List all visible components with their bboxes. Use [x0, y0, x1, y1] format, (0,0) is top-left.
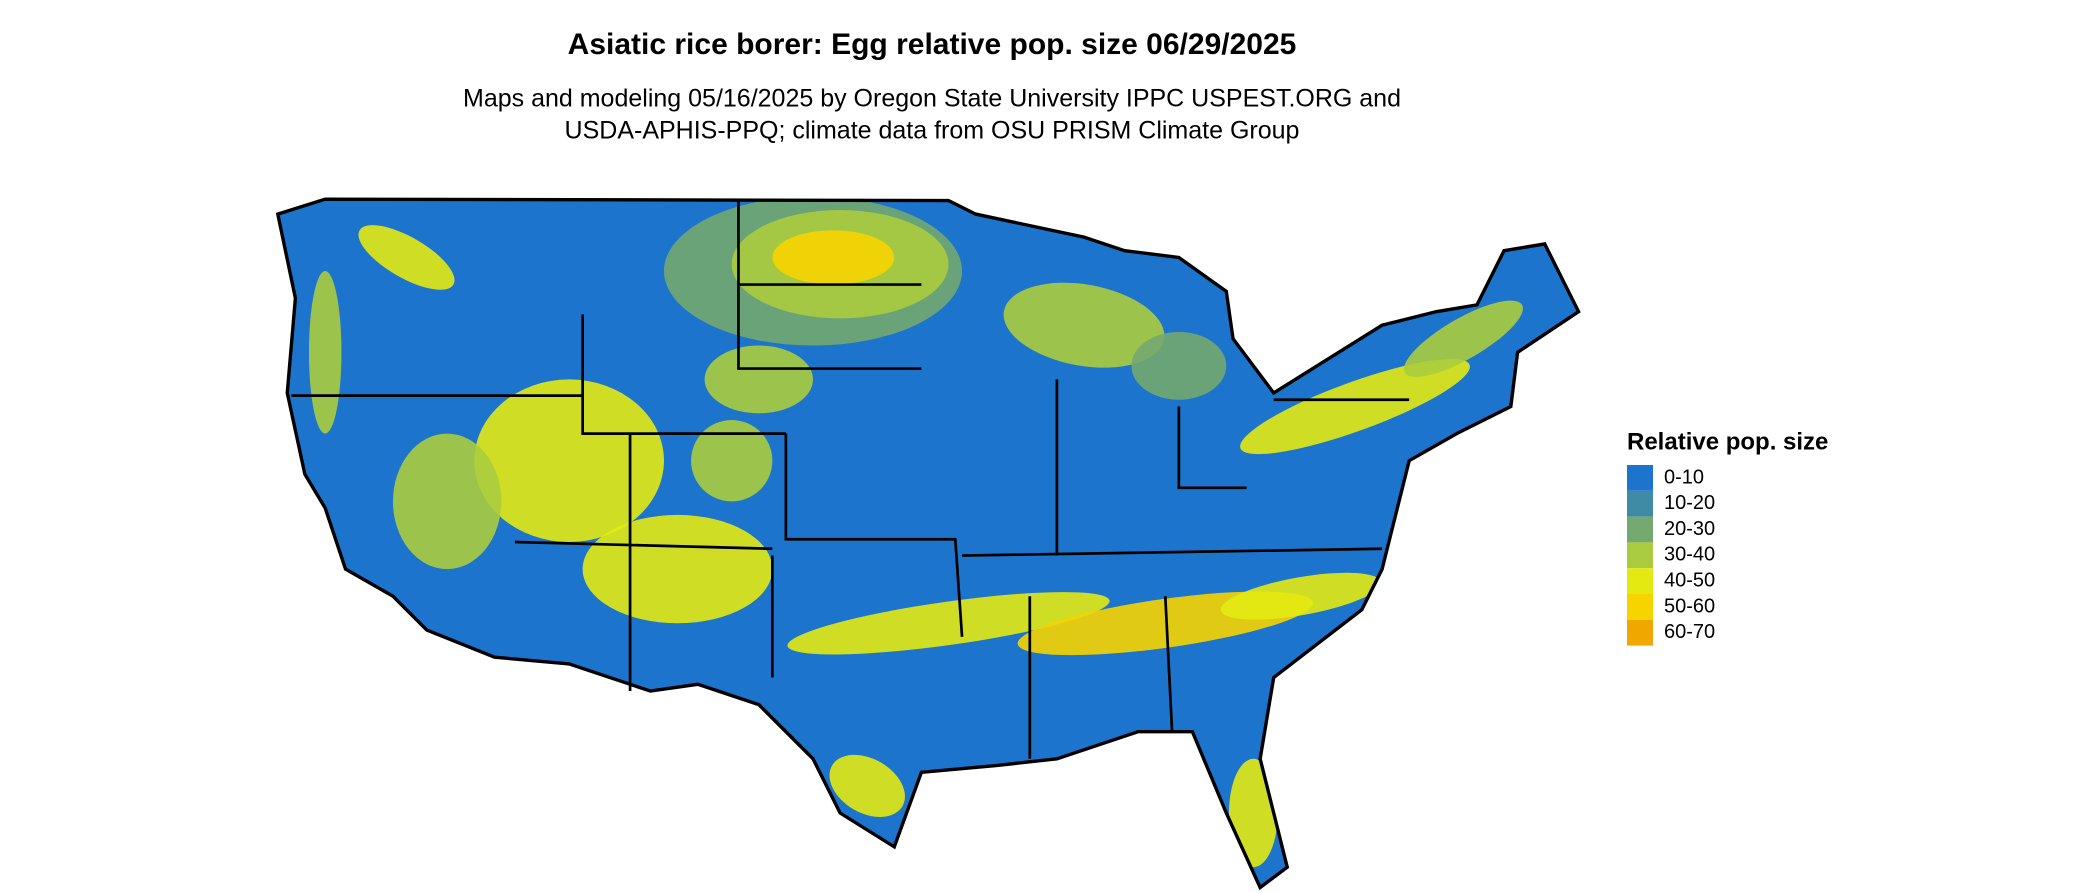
legend-swatch: [1627, 568, 1653, 594]
pop-area: [1003, 282, 1165, 368]
state-border: [784, 433, 964, 637]
legend: 0-10 10-20 20-30 30-40 40-50 50-60 60-70: [1627, 465, 1715, 646]
pop-area: [1220, 572, 1381, 620]
pop-area: [1131, 331, 1227, 400]
legend-swatch: [1627, 490, 1653, 517]
legend-label: 50-60: [1664, 595, 1715, 617]
legend-label: 20-30: [1664, 518, 1715, 540]
pop-area: [1403, 300, 1523, 377]
subtitle-line: Maps and modeling 05/16/2025 by Oregon S…: [463, 85, 1401, 113]
state-border: [1163, 596, 1174, 732]
legend-label: 40-50: [1664, 569, 1715, 591]
legend-swatch: [1627, 594, 1653, 620]
pop-area: [474, 379, 664, 542]
legend-swatch: [1627, 516, 1653, 543]
legend-swatch: [1627, 619, 1653, 646]
pop-area: [829, 754, 905, 817]
state-border: [514, 540, 773, 551]
pop-area: [358, 225, 455, 290]
legend-label: 10-20: [1664, 492, 1715, 514]
pop-area: [392, 433, 502, 570]
legend-swatch: [1627, 465, 1653, 491]
pop-area: [308, 271, 342, 434]
legend-swatch: [1627, 542, 1653, 569]
us-map: [275, 197, 1581, 891]
land: [277, 199, 1579, 888]
map-title: Asiatic rice borer: Egg relative pop. si…: [568, 28, 1297, 61]
state-border: [737, 200, 922, 370]
pop-area: [1240, 358, 1470, 455]
pop-area: [1228, 758, 1278, 868]
legend-label: 60-70: [1664, 621, 1715, 643]
legend-title: Relative pop. size: [1627, 428, 1828, 455]
state-border: [1177, 406, 1247, 490]
country-border: [275, 197, 1581, 891]
legend-label: 30-40: [1664, 544, 1715, 566]
state-border: [581, 314, 786, 435]
pop-area: [691, 420, 773, 502]
pop-area: [582, 514, 773, 624]
state-border: [962, 547, 1383, 557]
subtitle-line: USDA-APHIS-PPQ; climate data from OSU PR…: [565, 117, 1300, 145]
pop-area: [772, 230, 895, 285]
pop-area: [704, 345, 813, 414]
legend-label: 0-10: [1664, 466, 1704, 488]
